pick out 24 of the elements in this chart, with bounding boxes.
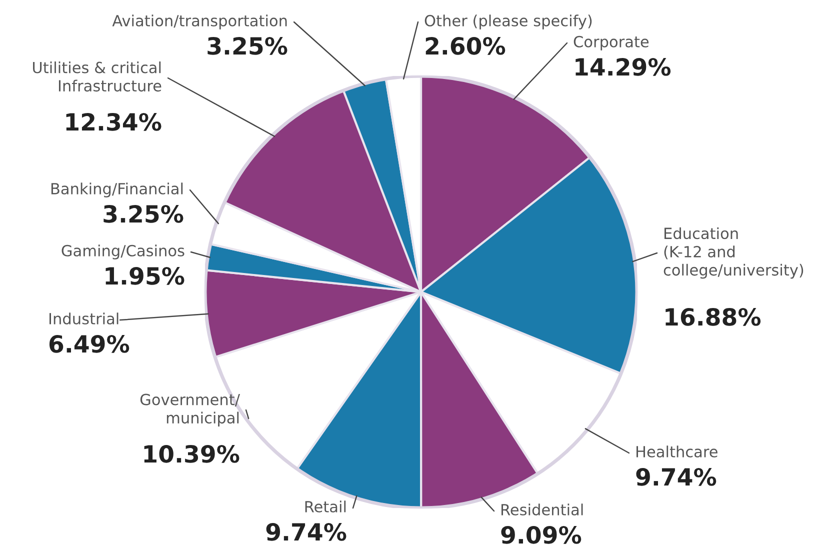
slice-label: Utilities & critical Infrastructure (33, 61, 162, 92)
data-label: 9.74% (266, 522, 346, 541)
data-label: 10.39% (144, 444, 240, 463)
data-label: 3.25% (208, 36, 288, 55)
slice-label: Aviation/transportation (112, 14, 287, 30)
data-label: 2.60% (426, 36, 506, 55)
data-label: 3.25% (104, 204, 184, 223)
slice-label: Other (please specify) (424, 14, 592, 30)
data-label: 9.74% (636, 468, 716, 486)
slice-label: Government/ municipal (140, 394, 240, 427)
slice-label: Education (K-12 and college/university) (664, 227, 804, 279)
slice-label: Industrial (50, 312, 118, 324)
slice-label: Retail (305, 500, 346, 512)
slice-label: Gaming/Casinos (62, 244, 184, 260)
data-label: 14.29% (576, 58, 671, 76)
slice-label: Corporate (574, 36, 649, 50)
data-label: 6.49% (49, 334, 130, 353)
slice-label: Residential (502, 504, 583, 516)
data-label: 12.34% (66, 112, 162, 131)
data-label: 16.88% (666, 308, 761, 326)
data-label: 9.09% (501, 526, 582, 544)
slice-label: Healthcare (636, 446, 718, 458)
slice-label: Banking/Financial (51, 182, 183, 198)
data-label: 1.95% (106, 266, 184, 285)
